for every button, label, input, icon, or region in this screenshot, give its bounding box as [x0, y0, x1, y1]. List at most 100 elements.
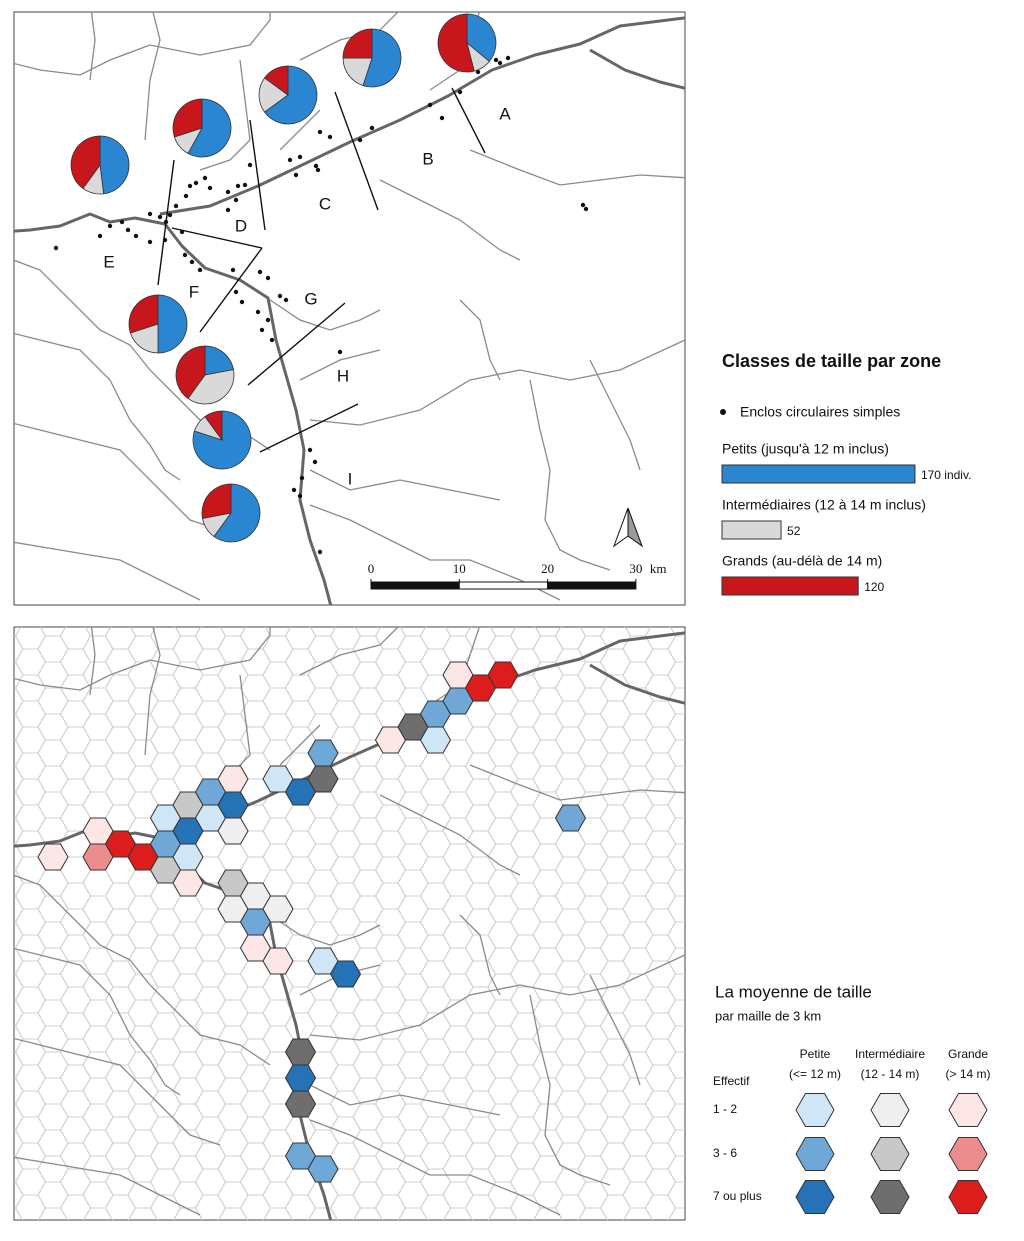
dot	[277, 293, 283, 299]
column-name: Petite	[800, 1047, 831, 1061]
grid-hex	[331, 1221, 361, 1236]
dot	[107, 223, 113, 229]
dot	[197, 267, 203, 273]
grid-hex	[376, 1221, 406, 1236]
grid-hex	[601, 1221, 631, 1236]
grid-hex	[667, 687, 685, 715]
dot	[193, 180, 199, 186]
grid-hex	[691, 753, 721, 779]
pie-slice	[172, 98, 203, 138]
zone-label: G	[304, 289, 317, 308]
column-range: (> 14 m)	[945, 1067, 990, 1081]
dot	[202, 175, 208, 181]
dot	[439, 115, 445, 121]
dot	[225, 189, 231, 195]
grid-hex	[16, 1221, 46, 1236]
cell-hex	[419, 726, 452, 754]
dot	[369, 125, 375, 131]
grid-hex	[691, 701, 721, 727]
pie-slice	[192, 410, 252, 470]
pie-slice	[128, 294, 159, 334]
zone-label: A	[499, 104, 511, 123]
zone-boundaries	[157, 87, 486, 453]
pie-slice	[204, 345, 234, 376]
cell-hex	[217, 817, 249, 845]
hex-legend: Petite (<= 12 m) Intermédiaire (12 - 14 m) G…	[713, 1047, 991, 1214]
pie-slice	[204, 410, 223, 442]
grid-hex	[667, 869, 685, 897]
grid-hex	[667, 765, 685, 793]
zone-label: D	[235, 216, 247, 235]
grid-hex	[691, 1039, 721, 1065]
class-legend: Petits (jusqu'à 12 m inclus) 170 indiv. In…	[721, 441, 971, 596]
dot	[147, 239, 153, 245]
grid-hex	[691, 1221, 721, 1236]
dot	[297, 493, 303, 499]
dot	[133, 233, 139, 239]
dot	[269, 337, 275, 343]
dot	[259, 327, 265, 333]
class-bar	[721, 520, 782, 540]
class-bar	[721, 464, 916, 484]
legend-hex	[795, 1093, 835, 1127]
grid-hex	[151, 1221, 181, 1236]
dot	[255, 309, 261, 315]
column-range: (<= 12 m)	[789, 1067, 841, 1081]
grid-hex	[667, 739, 685, 767]
pie-slice	[342, 28, 373, 59]
pie-slice	[263, 65, 289, 96]
grid-hex	[667, 1181, 685, 1209]
column-name: Intermédiaire	[855, 1047, 925, 1061]
dot	[337, 349, 343, 355]
column-name: Grande	[948, 1047, 988, 1061]
grid-hex	[667, 1025, 685, 1053]
grid-hex	[556, 1221, 586, 1236]
dot	[265, 317, 271, 323]
grid-hex	[667, 921, 685, 949]
dot	[265, 275, 271, 281]
dot	[233, 197, 239, 203]
pies	[70, 13, 497, 543]
dot	[235, 183, 241, 189]
legend-title: Classes de taille par zone	[722, 351, 941, 371]
scale-label: 10	[453, 561, 466, 576]
cell-hex	[554, 804, 587, 832]
pie-slice	[157, 294, 188, 354]
dot	[312, 459, 318, 465]
dot	[283, 297, 289, 303]
dot	[583, 206, 589, 212]
grid-hex	[691, 935, 721, 961]
grid-hex	[667, 1103, 685, 1131]
hex-legend-subtitle: par maille de 3 km	[715, 1008, 821, 1023]
dot	[475, 69, 481, 75]
dot	[307, 447, 313, 453]
pie-slice	[466, 13, 497, 63]
grid-hex	[691, 649, 721, 675]
class-value: 52	[787, 524, 801, 538]
dot	[327, 134, 333, 140]
row-header: Effectif	[713, 1074, 750, 1088]
dot	[427, 102, 433, 108]
dot	[187, 183, 193, 189]
hex-legend-title: La moyenne de taille	[715, 982, 872, 1001]
cell-hex	[307, 1155, 339, 1183]
class-label: Petits (jusqu'à 12 m inclus)	[722, 441, 889, 457]
pie-slice	[129, 323, 159, 354]
hex-grid-panel	[14, 627, 721, 1236]
dot	[317, 549, 323, 555]
legend-dot	[720, 409, 726, 415]
scale-segment	[370, 581, 460, 590]
pie-slice	[175, 345, 206, 400]
north-arrow	[612, 507, 644, 548]
grid-hex	[466, 1221, 496, 1236]
scale-segment	[458, 581, 549, 590]
zone-label: B	[422, 149, 433, 168]
legend-hex	[870, 1180, 910, 1214]
grid-hex	[61, 1221, 91, 1236]
pie-slice	[362, 28, 402, 88]
pie-slice	[263, 65, 318, 125]
cell-hex	[329, 960, 362, 988]
pie-slice	[342, 57, 373, 87]
dot	[247, 162, 253, 168]
